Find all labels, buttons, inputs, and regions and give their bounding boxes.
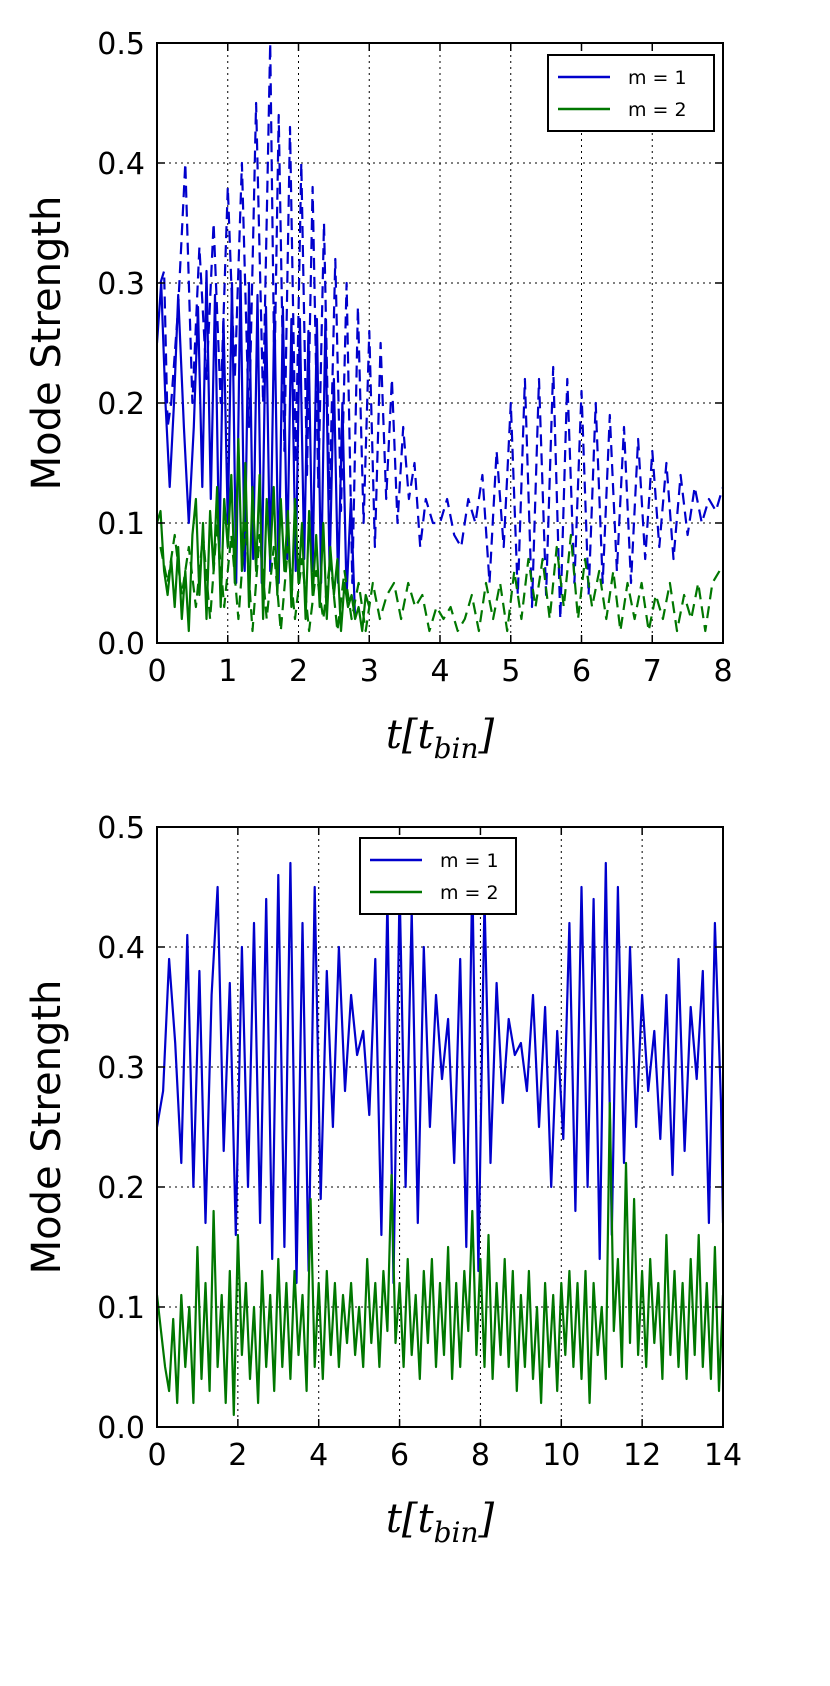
x-axis-title: t[tbin] <box>386 712 495 765</box>
y-tick-label: 0.2 <box>97 387 145 422</box>
y-tick-label: 0.1 <box>97 1291 145 1326</box>
plot-area <box>157 861 723 1417</box>
series-line-m2-solid <box>157 437 371 633</box>
x-tick-label: 10 <box>542 1438 580 1473</box>
y-tick-label: 0.3 <box>97 267 145 302</box>
y-tick-label: 0.4 <box>97 931 145 966</box>
legend-label-m2: m = 2 <box>628 99 687 121</box>
series-line-m1-dashed <box>159 43 723 621</box>
x-tick-label: 8 <box>471 1438 490 1473</box>
legend-label-m1: m = 1 <box>628 67 687 89</box>
y-tick-label: 0.1 <box>97 507 145 542</box>
legend-label-m2: m = 2 <box>440 882 499 904</box>
legend: m = 1 m = 2 <box>359 837 517 915</box>
legend-frame <box>547 54 715 132</box>
x-tick-label: 1 <box>218 654 237 689</box>
x-tick-label: 4 <box>430 654 449 689</box>
x-tick-label: 7 <box>643 654 662 689</box>
x-tick-label: 0 <box>147 1438 166 1473</box>
x-tick-label: 2 <box>228 1438 247 1473</box>
legend: m = 1 m = 2 <box>547 54 715 132</box>
y-tick-label: 0.3 <box>97 1051 145 1086</box>
x-axis-title: t[tbin] <box>386 1496 495 1549</box>
series-line-m2-dashed <box>159 521 721 633</box>
x-tick-label: 8 <box>713 654 732 689</box>
y-tick-label: 0.5 <box>97 27 145 62</box>
legend-label-m1: m = 1 <box>440 850 499 872</box>
x-tick-label: 5 <box>501 654 520 689</box>
y-axis-title: Mode Strength <box>24 196 70 491</box>
x-tick-label: 6 <box>572 654 591 689</box>
x-tick-label: 4 <box>309 1438 328 1473</box>
y-tick-label: 0.0 <box>97 627 145 662</box>
chart-bottom: 0 2 4 6 8 10 12 14 0.0 0.1 0.2 0.3 0.4 0.5 Mode Streng… <box>24 811 742 1549</box>
chart-top: 0 1 2 3 4 5 6 7 8 0.0 0.1 0.2 0.3 0.4 0.5 Mode Strength… <box>24 27 733 765</box>
x-tick-label: 3 <box>360 654 379 689</box>
legend-frame <box>359 837 517 915</box>
x-tick-label: 14 <box>704 1438 742 1473</box>
plot-area <box>157 43 723 633</box>
y-axis-title: Mode Strength <box>24 980 70 1275</box>
x-tick-label: 0 <box>147 654 166 689</box>
x-tick-label: 12 <box>623 1438 661 1473</box>
series-line-m2-solid <box>157 1101 723 1417</box>
y-tick-label: 0.4 <box>97 147 145 182</box>
y-tick-label: 0.0 <box>97 1411 145 1446</box>
series-line-m1-solid <box>157 861 723 1285</box>
x-tick-label: 6 <box>390 1438 409 1473</box>
axes-frame <box>156 826 724 1428</box>
y-tick-label: 0.5 <box>97 811 145 846</box>
x-tick-label: 2 <box>289 654 308 689</box>
y-tick-label: 0.2 <box>97 1171 145 1206</box>
series-line-m1-solid <box>157 269 357 620</box>
